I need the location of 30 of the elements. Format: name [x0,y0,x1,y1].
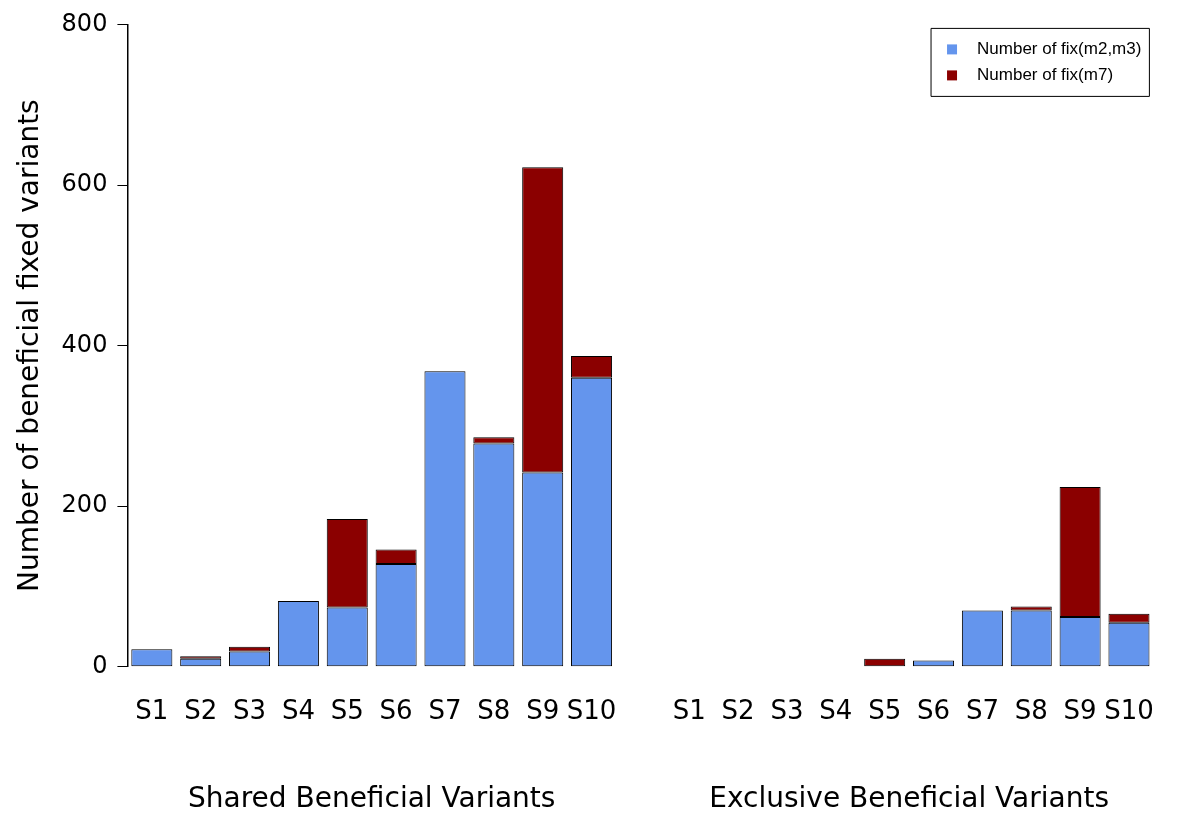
legend-label: Number of fix(m7) [977,65,1114,85]
y-tick-label: 200 [61,490,108,519]
y-tick-label: 800 [61,8,108,37]
x-tick-label: S8 [477,695,511,726]
x-tick-label: S8 [1014,695,1048,726]
x-tick-label: S1 [672,695,706,726]
x-tick-label: S4 [281,695,315,726]
x-tick-label: S6 [917,695,951,726]
legend-label: Number of fix(m2,m3) [977,39,1142,59]
y-tick-label: 600 [61,169,108,198]
x-tick-label: S7 [428,695,462,726]
text: Shared Beneficial Variants [187,781,556,815]
text: Exclusive Beneficial Variants [709,781,1109,815]
x-tick-label: S3 [233,695,267,726]
x-tick-label: S9 [526,695,560,726]
x-tick-label: S2 [184,695,218,726]
x-tick-label: S5 [330,695,364,726]
x-tick-label: S5 [868,695,902,726]
x-tick-label: S1 [135,695,169,726]
y-tick-label: 0 [92,651,108,680]
y-axis-title: Number of beneficial fixed variants [12,99,46,592]
x-tick-label: S7 [965,695,999,726]
x-tick-label: S10 [566,695,617,726]
y-tick-label: 400 [61,329,108,358]
x-tick-label: S3 [770,695,804,726]
x-tick-label: S4 [819,695,853,726]
x-tick-label: S10 [1104,695,1154,726]
x-tick-label: S2 [721,695,755,726]
x-tick-label: S6 [379,695,413,726]
x-tick-label: S9 [1063,695,1097,726]
